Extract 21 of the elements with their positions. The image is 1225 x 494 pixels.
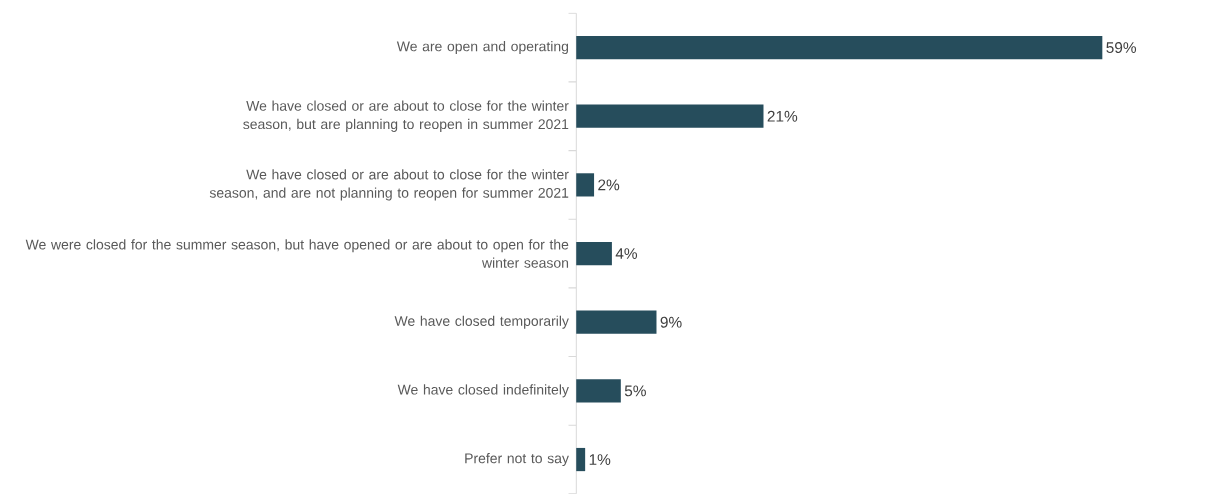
y-tick-label: We have closed or are about to close for the winter season, and are not planning to reopen for summer 2021 xyxy=(209,169,569,201)
y-tick-label: We have closed or are about to close for the winter season, but are planning to reopen in summer 2021 xyxy=(243,100,569,132)
bar xyxy=(576,104,764,128)
bar xyxy=(576,241,612,265)
y-tick-label: We are open and operating xyxy=(396,40,569,54)
bar xyxy=(576,35,1103,59)
bar xyxy=(576,379,621,403)
data-label: 21% xyxy=(767,110,798,122)
y-tick-label: We have closed temporarily xyxy=(394,315,569,329)
data-label: 2% xyxy=(598,179,620,191)
y-tick-label: We were closed for the summer season, but have opened or are about to open for the winter season xyxy=(25,239,569,268)
data-label: 4% xyxy=(615,247,638,259)
data-label: 5% xyxy=(624,385,646,397)
y-tick-label: We have closed indefinitely xyxy=(397,384,569,398)
bar xyxy=(576,447,586,471)
data-label: 9% xyxy=(660,316,682,328)
bar xyxy=(576,173,595,197)
bar xyxy=(576,310,657,334)
y-tick-label: Prefer not to say xyxy=(465,452,569,466)
data-label: 1% xyxy=(589,453,611,465)
data-label: 59% xyxy=(1106,41,1137,53)
